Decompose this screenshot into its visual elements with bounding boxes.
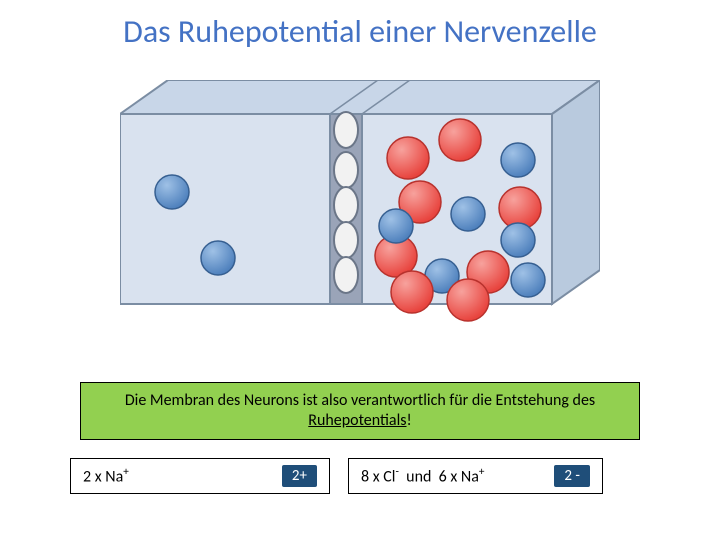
page-title: Das Ruhepotential einer Nervenzelle <box>40 12 680 51</box>
left-charge-badge: 2+ <box>282 465 317 487</box>
caption-box: Die Membran des Neurons ist also verantw… <box>80 382 640 440</box>
charge-summary-row: 2 x Na+ 2+ 8 x Cl- und 6 x Na+ 2 - <box>70 458 650 494</box>
right-ion-label: 8 x Cl- und 6 x Na+ <box>361 465 484 486</box>
right-charge-badge: 2 - <box>554 465 590 487</box>
membrane-diagram <box>120 80 600 340</box>
right-summary-cell: 8 x Cl- und 6 x Na+ 2 - <box>348 458 603 494</box>
left-ion-label: 2 x Na+ <box>83 465 129 486</box>
left-summary-cell: 2 x Na+ 2+ <box>70 458 330 494</box>
